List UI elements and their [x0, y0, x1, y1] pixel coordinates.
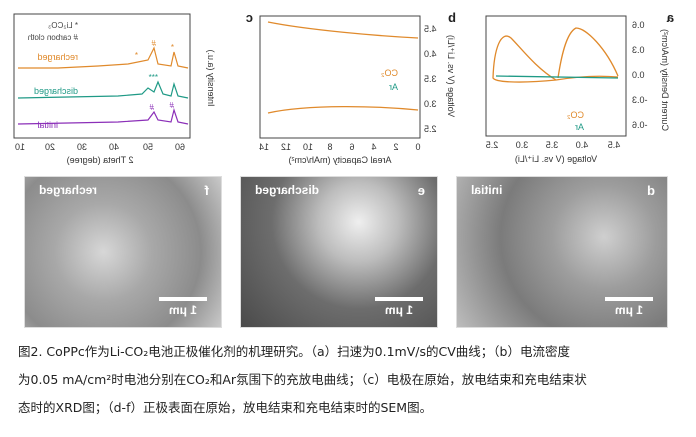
panel-a-xtick: 4.5 — [608, 140, 621, 150]
panel-a-legend-ar: Ar — [575, 122, 584, 132]
panel-b-charge-curve — [267, 21, 419, 39]
panel-c-xtick: 12 — [281, 142, 291, 152]
sem-scalebar: 1 μm — [159, 297, 207, 317]
sem-image-discharged: e discharged 1 μm — [240, 176, 438, 328]
panel-c-xtick: 2 — [393, 142, 398, 152]
xrd-mark: * — [171, 43, 174, 52]
panel-c-xtick: 6 — [349, 142, 354, 152]
sem-label: discharged — [255, 183, 320, 197]
panel-a-xtick: 3.0 — [516, 140, 529, 150]
panel-b-discharge-curve — [267, 105, 419, 114]
xrd-xtick: 30 — [77, 142, 87, 152]
sem-image-initial: d initial 1 μm — [456, 176, 668, 328]
caption-line-2: 为0.05 mA/cm²时电池分别在CO₂和Ar氛围下的充放电曲线；（c）电极在… — [18, 372, 587, 387]
panel-a-ytick: 0.0 — [632, 70, 645, 80]
xrd-xtick: 10 — [15, 142, 25, 152]
panel-a-xlabel: Voltage (V vs. Li⁺/Li) — [515, 154, 597, 164]
sem-scalebar: 1 μm — [375, 297, 423, 317]
sem-label: initial — [471, 183, 503, 197]
sem-scalebar: 1 μm — [605, 297, 653, 317]
xrd-label-recharged: recharged — [37, 52, 78, 62]
xrd-mark: # — [169, 101, 174, 110]
xrd-ylabel: Intensity (a.u.) — [206, 49, 216, 106]
panel-b-ytick: 2.5 — [424, 124, 437, 134]
panel-a-xtick: 2.5 — [486, 140, 499, 150]
xrd-xtick: 50 — [143, 142, 153, 152]
xrd-legend-carbon: # carbon cloth — [28, 33, 78, 42]
sem-letter: e — [417, 183, 425, 198]
xrd-xtick: 20 — [45, 142, 55, 152]
panel-c-xtick: 14 — [259, 142, 269, 152]
panel-c-xtick: 10 — [303, 142, 313, 152]
panel-a-ytick: 0.3 — [632, 45, 645, 55]
panel-c-xtick: 4 — [371, 142, 376, 152]
xrd-legend-li2co3: * Li₂CO₃ — [48, 21, 78, 30]
xrd-xtick: 40 — [109, 142, 119, 152]
panel-a-xtick: 3.5 — [546, 140, 559, 150]
sem-label: recharged — [39, 183, 98, 197]
panel-a-co2-curve-b — [557, 27, 619, 79]
sem-letter: d — [647, 183, 655, 198]
panel-a-xtick: 4.0 — [576, 140, 589, 150]
panel-a-ylabel: Current Density (mA/cm²) — [660, 29, 670, 131]
panel-b-ytick: 3.5 — [424, 74, 437, 84]
panel-c-xtick: 0 — [415, 142, 420, 152]
panel-a-ytick: -0.3 — [632, 95, 648, 105]
panel-a-ytick: -0.6 — [632, 120, 648, 130]
xrd-curve-initial — [17, 107, 189, 125]
caption-line-3: 态时的XRD图；（d-f）正极表面在原始，放电结束和充电结束时的SEM图。 — [18, 400, 433, 415]
panel-b-ytick: 3.0 — [424, 99, 437, 109]
xrd-mark: * — [135, 51, 138, 60]
panel-b-ylabel: Voltage (V vs. Li⁺/Li) — [446, 35, 456, 117]
panel-b-letter: b — [448, 10, 456, 25]
xrd-curve-recharged — [18, 46, 189, 69]
xrd-axes — [13, 13, 191, 139]
panel-b-axes — [259, 15, 421, 139]
xrd-label-discharged: discharged — [34, 86, 78, 96]
panel-bc-voltage-chart: b c Voltage (V vs. Li⁺/Li) 4.5 4.0 3.5 3… — [246, 10, 456, 165]
xrd-mark: # — [149, 103, 154, 112]
xrd-mark: *** — [149, 73, 158, 82]
xrd-xlabel: 2 Theta (degree) — [67, 155, 134, 165]
xrd-xtick: 60 — [175, 142, 185, 152]
panel-b-ytick: 4.0 — [424, 49, 437, 59]
panel-a-ytick: 0.6 — [632, 20, 645, 30]
panel-a-axes — [485, 15, 627, 137]
panel-c-xtick: 8 — [327, 142, 332, 152]
panel-b-ytick: 4.5 — [424, 24, 437, 34]
panel-c-letter: c — [246, 10, 253, 25]
xrd-label-initial: initial — [37, 120, 58, 130]
panel-c-legend-ar: Ar — [389, 82, 398, 92]
panel-a-letter: a — [666, 10, 674, 25]
panel-c-legend-co2: CO₂ — [381, 68, 399, 78]
panel-a-co2-curve — [492, 35, 619, 83]
caption-line-1: 图2. CoPPc作为Li-CO₂电池正极催化剂的机理研究。（a）扫速为0.1m… — [18, 344, 570, 359]
sem-letter: f — [204, 183, 209, 198]
panel-xrd-chart: Intensity (a.u.) * Li₂CO₃ # carbon cloth… — [13, 13, 216, 165]
panel-a-legend-co2: CO₂ — [567, 110, 585, 120]
xrd-curve-discharged — [17, 80, 189, 99]
xrd-mark: # — [151, 39, 156, 48]
panel-c-xlabel: Areal Capacity (mAh/cm²) — [288, 155, 391, 165]
panel-a-cv-chart: a Current Density (mA/cm²) 0.6 0.3 0.0 -… — [485, 10, 674, 164]
sem-image-recharged: f recharged 1 μm — [24, 176, 222, 328]
panel-a-ar-curve — [495, 75, 619, 79]
figure-caption: 图2. CoPPc作为Li-CO₂电池正极催化剂的机理研究。（a）扫速为0.1m… — [18, 338, 678, 422]
